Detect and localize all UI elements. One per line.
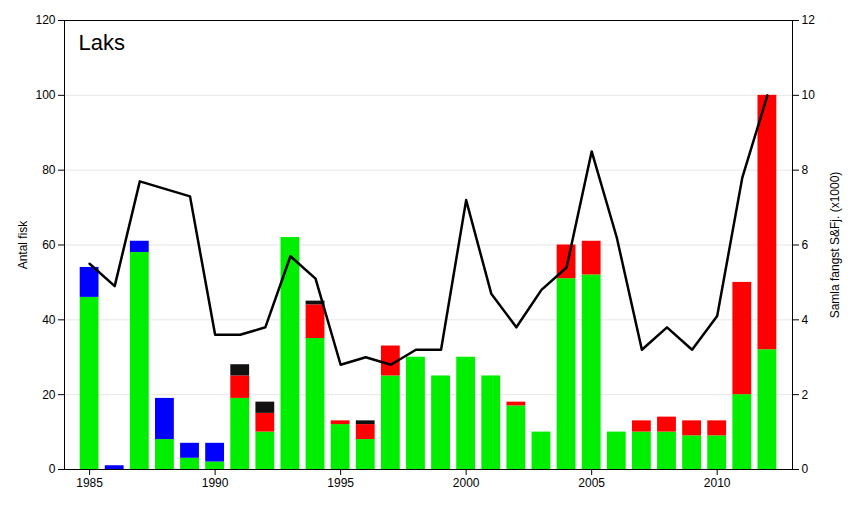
svg-text:0: 0 [802,462,809,476]
svg-text:60: 60 [42,238,56,252]
svg-text:Samla fangst S&Fj. (x1000): Samla fangst S&Fj. (x1000) [828,172,842,319]
svg-text:1985: 1985 [76,476,103,490]
svg-text:100: 100 [35,88,55,102]
svg-text:4: 4 [802,313,809,327]
svg-text:0: 0 [49,462,56,476]
svg-text:Laks: Laks [79,30,125,55]
svg-text:6: 6 [802,238,809,252]
svg-text:1995: 1995 [327,476,354,490]
svg-text:2010: 2010 [704,476,731,490]
svg-text:2000: 2000 [453,476,480,490]
svg-text:8: 8 [802,163,809,177]
svg-text:10: 10 [802,88,816,102]
svg-text:12: 12 [802,13,816,27]
svg-text:2: 2 [802,388,809,402]
svg-text:120: 120 [35,13,55,27]
svg-text:40: 40 [42,313,56,327]
svg-text:80: 80 [42,163,56,177]
svg-text:2005: 2005 [578,476,605,490]
svg-text:20: 20 [42,388,56,402]
svg-text:Antal fisk: Antal fisk [16,220,30,270]
svg-text:1990: 1990 [202,476,229,490]
